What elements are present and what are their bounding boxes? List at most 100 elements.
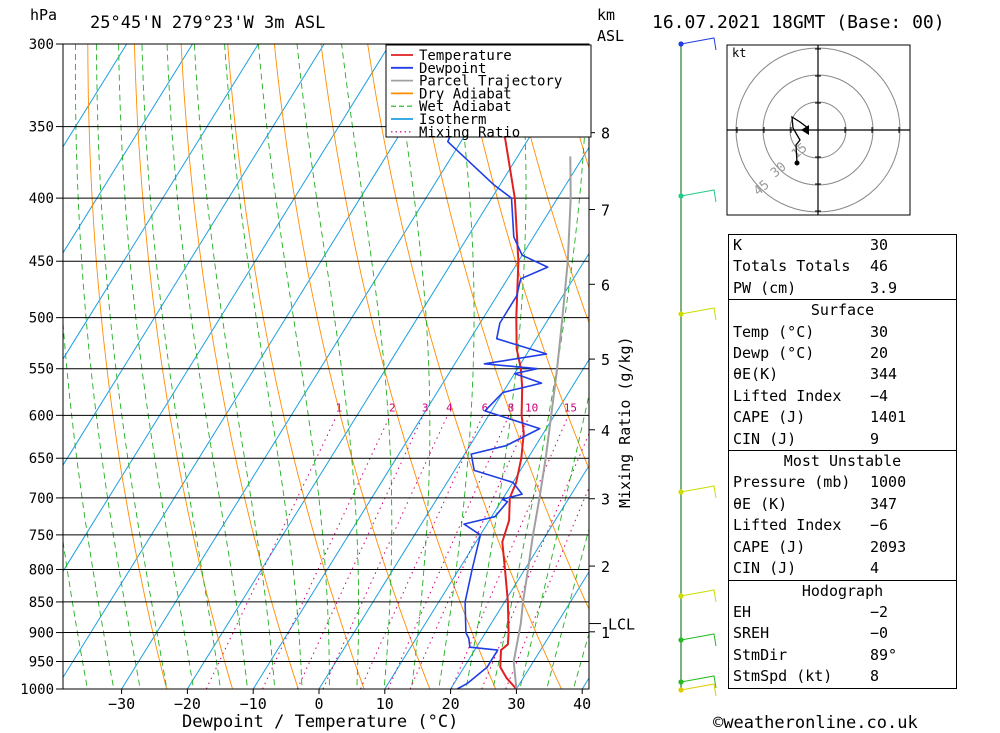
tt-row: Totals Totals 46 [729,256,956,277]
dewp-value: 20 [870,344,889,363]
wet-adiabat-line [257,44,330,689]
temp-label: Temp (°C) [733,322,815,341]
location-title: 25°45'N 279°23'W 3m ASL [90,13,325,33]
dry-adiabat-line [180,44,299,689]
mu-cape-value: 2093 [870,537,907,556]
wet-adiabat-line [224,44,303,689]
wind-barb [680,675,717,689]
wind-barb [680,633,717,647]
asl-unit-label: ASL [597,27,624,45]
li-label: Lifted Index [733,386,842,405]
isotherm-line [121,44,522,689]
pressure-tick-label: 350 [29,120,54,136]
temperature-tick-label: −10 [240,695,267,713]
km-tick-label: 1 [601,624,610,642]
temperature-tick-label: 0 [314,695,323,713]
mixing-ratio-label: 3 [422,401,429,414]
li-row: Lifted Index −4 [729,386,956,407]
mu-cin-label: CIN (J) [733,559,797,578]
dry-adiabat-line [507,44,589,325]
sreh-row: SREH −0 [729,623,956,644]
k-row: K 30 [729,235,956,256]
dry-adiabat-line [133,44,233,689]
legend-entry: Wet Adiabat [419,99,512,115]
eh-value: −2 [870,602,889,621]
wind-barb [680,37,717,51]
plot-frame [62,43,590,690]
mixing-ratio-line [262,415,391,689]
surface-header: Surface [729,299,956,321]
km-tick-label: 2 [601,558,610,576]
isotherm-line [450,464,589,689]
stmspd-label: StmSpd (kt) [733,667,833,686]
temperature-tick-label: 30 [507,695,525,713]
dry-adiabat-line [87,44,168,689]
temp-value: 30 [870,322,889,341]
wet-adiabat-line [0,44,40,715]
cin-label: CIN (J) [733,429,797,448]
legend-entry: Mixing Ratio [419,125,520,141]
k-value: 30 [870,236,889,254]
mu-pressure-row: Pressure (mb) 1000 [729,472,956,493]
wind-barb [680,589,717,603]
wet-adiabat-line [74,44,141,689]
datetime-title: 16.07.2021 18GMT (Base: 00) [652,12,945,33]
wind-barb [680,683,717,697]
mixing-ratio-line [322,415,448,689]
km-unit-label: km [597,6,615,24]
mu-pressure-label: Pressure (mb) [733,473,851,492]
mu-theta-value: 347 [870,494,898,513]
wet-adiabat-line [96,44,168,689]
hodograph-trace [791,115,809,164]
temperature-tick-label: −30 [108,695,135,713]
cape-value: 1401 [870,408,907,427]
pressure-tick-label: 400 [29,191,54,207]
legend-entry: Parcel Trajectory [419,74,562,90]
isotherm-line [186,44,588,689]
isotherm-line [252,146,589,689]
wind-profile [678,37,717,697]
wet-adiabat-line [392,44,431,689]
isotherm-line [63,44,259,360]
pressure-tick-label: 300 [29,37,54,53]
pressure-tick-label: 850 [29,595,54,611]
wind-barb [680,307,717,321]
mixing-ratio-line [387,415,510,689]
sreh-value: −0 [870,624,889,643]
stmdir-value: 89° [870,645,898,664]
legend-box [385,44,592,138]
mixing-ratio-label: 4 [446,401,453,414]
pressure-tick-label: 1000 [20,682,54,698]
legend-entry: Dewpoint [419,61,486,77]
temperature-tick-label: 20 [442,695,460,713]
x-axis-title: Dewpoint / Temperature (°C) [182,712,458,732]
theta-label: θE(K) [733,365,779,384]
sreh-label: SREH [733,624,770,643]
pw-row: PW (cm) 3.9 [729,278,956,299]
dewpoint-series [447,44,549,689]
pressure-tick-label: 450 [29,254,54,270]
pressure-tick-label: 550 [29,362,54,378]
pw-value: 3.9 [870,278,898,297]
wet-adiabat-line [193,44,276,689]
eh-label: EH [733,602,752,621]
legend-entry: Temperature [419,48,512,64]
legend-entry: Isotherm [419,112,486,128]
mu-cape-row: CAPE (J) 2093 [729,537,956,558]
wet-adiabat-line [141,44,221,689]
mixing-ratio-line [360,415,484,689]
mu-li-label: Lifted Index [733,516,842,535]
background-lines: 1 2 3 4 6 8 10 15 20 25 [0,44,589,715]
isotherm-line [63,44,193,254]
mixing-ratio-label: 6 [482,401,489,414]
isotherm-line [63,44,391,573]
isotherm-line [515,570,589,689]
mixing-ratio-axis-title: Mixing Ratio (g/kg) [616,336,634,508]
mixing-ratio-label: 2 [389,401,396,414]
pressure-tick-label: 650 [29,451,54,467]
pressure-tick-label: 750 [29,528,54,544]
hpa-unit-label: hPa [30,6,57,24]
dry-adiabat-line [320,44,497,689]
